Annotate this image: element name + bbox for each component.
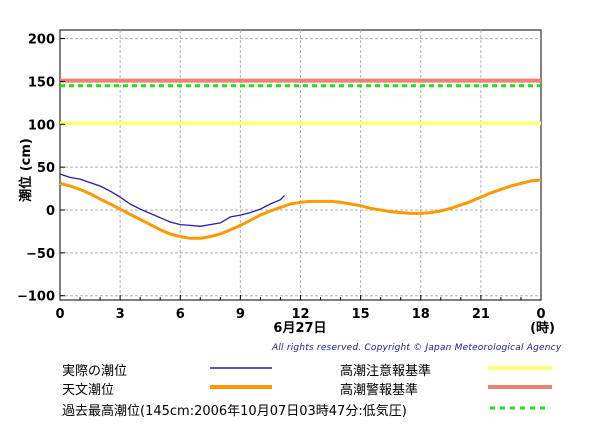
observed-tide-line	[59, 173, 285, 227]
legend-warning-label: 高潮警報基準	[340, 383, 419, 398]
x-tick-label: 21	[472, 307, 490, 322]
reference-lines	[60, 78, 541, 126]
y-tick-labels: −100 −50 0 50 100 150 200	[17, 33, 65, 305]
date-label: 6月27日	[273, 321, 326, 336]
x-tick-label: 18	[412, 307, 430, 322]
y-tick-label: 150	[28, 75, 55, 90]
legend-astronomical-label: 天文潮位	[62, 383, 115, 398]
astronomical-tide-line	[59, 178, 542, 240]
y-tick-label: 0	[46, 204, 55, 219]
x-tick-label: 9	[236, 307, 245, 322]
y-tick-label: −50	[26, 247, 55, 262]
x-tick-labels: 0 3 6 9 12 15 18 21 0	[55, 295, 546, 322]
y-tick-label: 200	[28, 33, 55, 48]
legend-record-label: 過去最高潮位(145cm:2006年10月07日03時47分:低気圧)	[62, 404, 407, 419]
y-axis-label: 潮位 (cm)	[18, 138, 34, 202]
copyright-notice: All rights reserved. Copyright © Japan M…	[272, 343, 562, 353]
y-tick-label: 50	[37, 161, 55, 176]
series-lines	[59, 173, 542, 240]
x-tick-label: 3	[116, 307, 125, 322]
x-tick-label: 6	[176, 307, 185, 322]
x-tick-label: 0	[55, 307, 64, 322]
x-tick-label: 12	[291, 307, 309, 322]
legend-observed-label: 実際の潮位	[62, 364, 128, 379]
y-tick-label: −100	[17, 290, 55, 305]
x-tick-label: 15	[352, 307, 370, 322]
legend-advisory-label: 高潮注意報基準	[340, 364, 432, 379]
x-tick-label: 0	[536, 307, 545, 322]
y-tick-label: 100	[28, 118, 55, 133]
x-unit-label: (時)	[530, 320, 555, 336]
